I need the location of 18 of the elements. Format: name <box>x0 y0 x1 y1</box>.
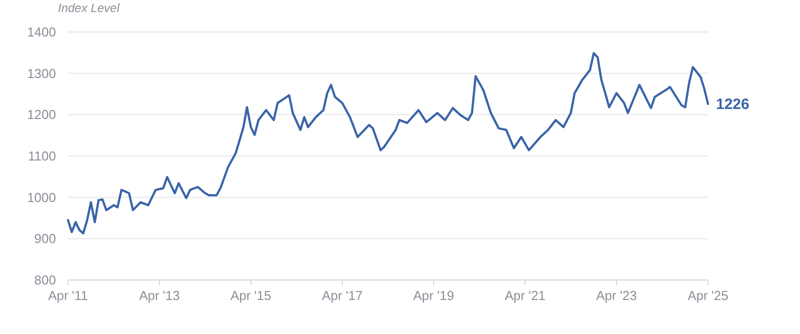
x-tick-label: Apr '17 <box>322 288 363 303</box>
annotation: 1226 <box>716 96 750 114</box>
y-tick-label: 1000 <box>27 190 56 205</box>
y-tick-label: 1100 <box>28 148 56 164</box>
x-tick-label: Apr '15 <box>230 288 272 303</box>
y-axis-title: Index Level <box>58 1 120 15</box>
line-series <box>66 52 710 234</box>
y-tick-label: 1400 <box>27 24 56 40</box>
x-tick-label: Apr '11 <box>48 288 88 303</box>
x-tick-label: Apr '13 <box>139 288 180 303</box>
x-tick-label: Apr '19 <box>413 288 454 303</box>
x-tick-label: Apr '21 <box>504 288 546 303</box>
y-tick-label: 900 <box>34 231 56 246</box>
y-tick-label: 1300 <box>27 66 56 81</box>
x-tick-label: Apr '23 <box>596 288 637 303</box>
y-tick-label: 800 <box>34 272 56 288</box>
x-tick-label: Apr '25 <box>688 288 728 303</box>
y-tick-label: 1200 <box>27 107 56 122</box>
